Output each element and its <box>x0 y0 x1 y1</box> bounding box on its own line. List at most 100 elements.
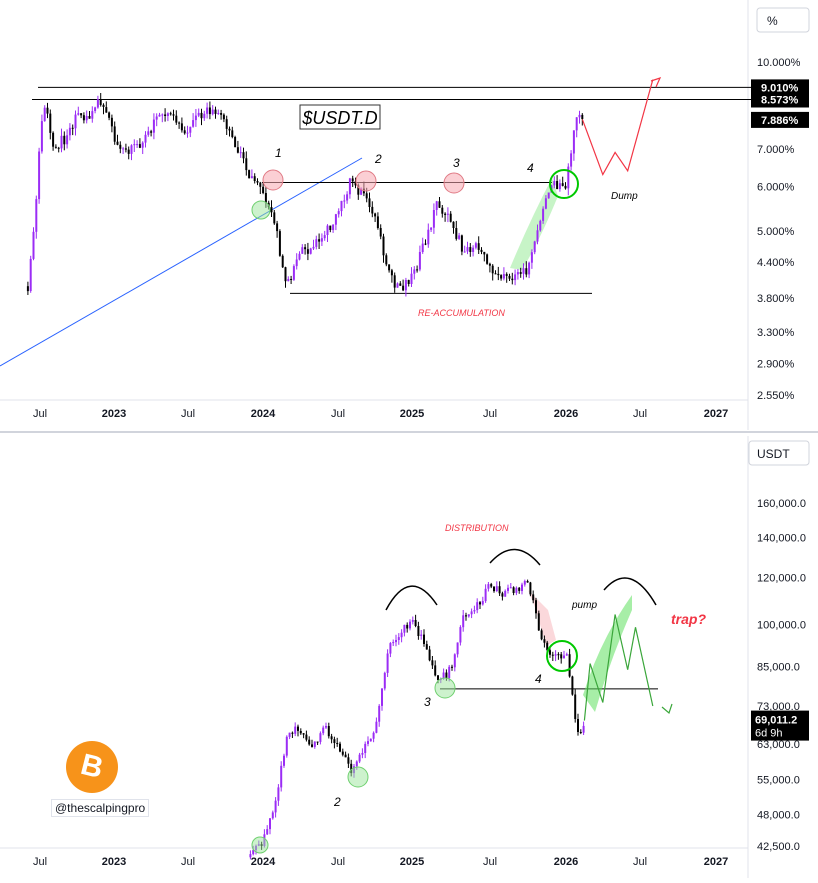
candle-body <box>203 113 206 119</box>
candle-body <box>371 206 374 214</box>
breakout-ring <box>549 169 579 199</box>
candle-body <box>431 660 434 666</box>
candle-body <box>175 115 178 123</box>
candle-body <box>336 743 339 744</box>
candle-body <box>378 705 381 722</box>
top-arc <box>489 548 541 566</box>
candle-body <box>523 581 526 585</box>
candle-body <box>183 130 186 134</box>
x-tick-label: Jul <box>181 856 195 868</box>
candle-body <box>365 193 368 199</box>
candle-body <box>488 263 491 266</box>
candle-body <box>330 736 333 740</box>
candle-body <box>252 850 255 855</box>
candle-body <box>476 602 479 611</box>
x-tick-label: Jul <box>33 408 47 420</box>
usdt-dominance-panel: 10.000% 7.000% 6.000% 5.000% 4.400% 3.800% 3.3… <box>0 0 801 430</box>
candle-body <box>308 739 311 745</box>
price-badge-text: 8.573% <box>761 95 799 107</box>
candle-body <box>357 185 360 195</box>
candle-body <box>277 787 280 801</box>
projection-arrowhead <box>661 703 673 715</box>
candle-body <box>295 259 298 267</box>
candle-body <box>127 149 130 154</box>
x-tick-label: Jul <box>181 408 195 420</box>
projection-path <box>581 79 654 177</box>
candle-body <box>498 586 501 594</box>
candle-body <box>477 243 480 250</box>
candle-body <box>236 147 239 153</box>
candle-body <box>511 278 514 281</box>
y-tick-label: 2.900% <box>757 359 795 371</box>
candle-body <box>483 251 486 255</box>
bitcoin-icon: B <box>77 747 107 786</box>
candle-body <box>558 183 561 190</box>
resistance-touch-marker <box>443 172 465 194</box>
ascending-trendline <box>0 157 363 367</box>
author-handle: @thescalpingpro <box>51 799 150 817</box>
candle-body <box>133 144 136 146</box>
candle-body <box>502 274 505 279</box>
candle-body <box>535 600 537 614</box>
candle-body <box>480 249 483 252</box>
candle-body <box>465 615 467 617</box>
y-tick-label: 42,500.0 <box>757 841 800 853</box>
btc-price-panel: 160,000.0 140,000.0 120,000.0 100,000.0 85,0… <box>0 436 806 878</box>
candle-body <box>532 594 535 601</box>
candle-body <box>347 757 350 764</box>
candle-body <box>124 148 127 150</box>
candle-body <box>262 186 265 193</box>
candle-body <box>290 279 293 280</box>
candle-body <box>386 653 389 673</box>
candle-body <box>192 120 195 127</box>
candle-body <box>459 627 462 643</box>
candle-body <box>493 586 495 592</box>
candle-body <box>564 185 567 189</box>
x-tick-label: 2025 <box>400 408 424 420</box>
candle-body <box>242 152 245 159</box>
ticker-box <box>299 104 381 130</box>
candle-body <box>501 593 504 597</box>
candle-body <box>346 194 349 201</box>
candle-body <box>214 109 217 114</box>
candle-body <box>217 113 220 114</box>
candle-body <box>40 121 43 152</box>
y-tick-label: 55,000.0 <box>757 774 800 786</box>
projection-arrowhead <box>650 77 662 88</box>
candle-body <box>130 145 133 154</box>
candle-body <box>416 269 419 271</box>
candle-body <box>49 113 52 133</box>
candle-body <box>82 115 85 121</box>
candle-body <box>110 117 113 127</box>
candle-body <box>367 741 369 744</box>
touch-number-label: 2 <box>333 795 341 809</box>
candle-body <box>572 130 575 154</box>
x-tick-label: Jul <box>633 856 647 868</box>
candle-body <box>91 111 94 119</box>
candle-body <box>404 280 407 291</box>
candle-body <box>574 694 577 719</box>
price-badge <box>751 79 809 96</box>
candle-body <box>421 243 424 252</box>
candle-body <box>343 200 346 202</box>
candle-body <box>549 650 551 655</box>
candle-body <box>372 732 375 739</box>
unit-box <box>748 440 810 466</box>
candle-body <box>206 107 209 114</box>
candle-body <box>351 178 354 182</box>
candle-body <box>546 642 549 651</box>
candle-body <box>388 264 391 271</box>
candle-body <box>297 726 299 731</box>
candle-body <box>582 725 585 733</box>
candle-body <box>490 584 493 587</box>
candle-body <box>516 272 519 275</box>
candle-body <box>460 235 463 252</box>
x-tick-label: 2026 <box>554 856 578 868</box>
candle-body <box>136 144 139 146</box>
candle-body <box>298 253 301 260</box>
candle-body <box>504 590 507 597</box>
candle-body <box>579 732 582 733</box>
candle-body <box>453 654 456 668</box>
projection-path <box>583 614 654 721</box>
candle-body <box>500 275 503 279</box>
